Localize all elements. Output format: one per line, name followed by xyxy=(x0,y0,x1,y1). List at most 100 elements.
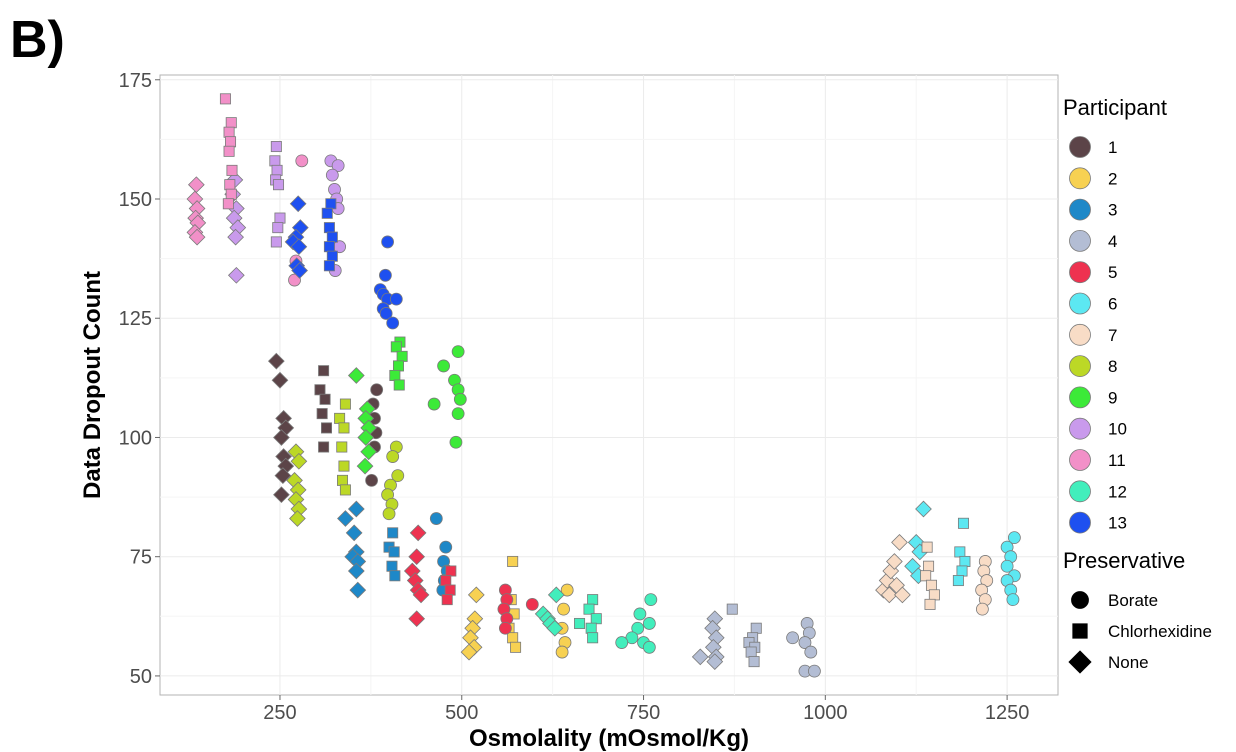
data-point-participant-1-diamond xyxy=(274,467,292,484)
data-point-participant-6-diamond xyxy=(915,500,932,518)
data-point-participant-7-square xyxy=(924,598,936,610)
data-point-participant-6-square xyxy=(954,546,966,558)
data-point-participant-4-square xyxy=(726,603,738,615)
y-tick-label: 50 xyxy=(130,666,152,688)
data-point-participant-12-circle xyxy=(631,621,645,635)
data-point-participant-12-circle xyxy=(633,607,647,621)
data-point-participant-5-square xyxy=(445,565,457,577)
data-point-participant-12-diamond xyxy=(546,619,564,637)
data-point-participant-10-square xyxy=(269,155,281,167)
data-point-participant-11-square xyxy=(224,179,236,191)
data-point-participant-12-square xyxy=(587,632,599,644)
data-point-participant-7-square xyxy=(921,541,933,553)
data-point-participant-4-square xyxy=(748,656,760,668)
data-point-participant-8-diamond xyxy=(289,510,306,527)
legend-swatch-participant-6 xyxy=(1069,292,1091,315)
legend-label-participant-11: 11 xyxy=(1108,451,1126,470)
legend-label-participant-5: 5 xyxy=(1108,263,1117,282)
data-point-participant-2-circle xyxy=(560,583,574,597)
data-point-participant-9-diamond xyxy=(357,429,375,446)
data-point-participant-11-square xyxy=(226,164,238,176)
data-point-participant-10-circle xyxy=(331,159,345,173)
data-point-participant-12-circle xyxy=(615,636,629,649)
x-axis-title: Osmolality (mOsmol/Kg) xyxy=(469,725,749,752)
data-point-participant-13-diamond xyxy=(289,195,307,213)
data-point-participant-3-square xyxy=(386,560,398,572)
data-point-participant-13-circle xyxy=(379,307,393,320)
data-point-participant-9-square xyxy=(392,360,404,372)
data-point-participant-8-circle xyxy=(391,469,405,483)
legend-label-none: None xyxy=(1108,653,1149,672)
data-point-participant-1-diamond xyxy=(267,352,285,370)
data-point-participant-11-square xyxy=(223,145,235,157)
data-point-participant-3-circle xyxy=(439,540,453,554)
data-point-participant-1-diamond xyxy=(271,371,289,389)
legend-title-participant: Participant xyxy=(1063,95,1167,120)
data-point-participant-8-square xyxy=(336,441,348,453)
data-point-participant-8-diamond xyxy=(290,452,308,470)
legend-label-participant-12: 12 xyxy=(1108,482,1127,501)
data-point-participant-10-diamond xyxy=(227,266,245,284)
axes: 250 500 750 1000 1250 50 75 100 125 150 175 xyxy=(119,70,1030,724)
data-point-participant-12-square xyxy=(585,622,597,634)
data-point-participant-13-circle xyxy=(386,316,400,330)
data-point-participant-12-circle xyxy=(644,593,658,607)
legend-swatch-participant-12 xyxy=(1069,480,1091,503)
x-tick-label: 750 xyxy=(627,702,660,724)
data-point-participant-1-square xyxy=(319,393,331,405)
data-point-participant-9-square xyxy=(390,341,402,353)
plot-panel xyxy=(159,74,1059,696)
data-point-participant-8-square xyxy=(338,460,350,472)
data-point-participant-9-square xyxy=(389,369,401,381)
x-tick-label: 250 xyxy=(263,702,296,724)
legend-label-borate: Borate xyxy=(1108,591,1158,610)
data-point-participant-4-diamond xyxy=(706,653,724,670)
data-point-participant-3-circle xyxy=(429,512,443,525)
data-point-participant-11-square xyxy=(222,198,234,210)
data-point-participant-13-square xyxy=(323,222,335,234)
data-point-participant-11-circle xyxy=(295,154,309,168)
legend-swatch-participant-11 xyxy=(1069,449,1091,471)
data-point-participant-13-square xyxy=(326,250,338,262)
data-point-participant-1-square xyxy=(318,441,330,453)
data-point-participant-10-square xyxy=(270,236,282,248)
x-tick-label: 1250 xyxy=(985,702,1030,724)
data-point-participant-5-circle xyxy=(525,597,539,611)
data-point-participant-9-circle xyxy=(453,392,467,406)
data-point-participant-12-circle xyxy=(642,640,656,654)
data-point-participant-7-diamond xyxy=(894,586,911,604)
y-tick-label: 175 xyxy=(119,70,152,92)
data-point-participant-1-square xyxy=(321,422,333,434)
data-point-participant-11-diamond xyxy=(188,228,206,246)
legend-label-chlorhexidine: Chlorhexidine xyxy=(1108,622,1212,641)
data-point-participant-4-circle xyxy=(786,631,799,645)
legend-label-participant-3: 3 xyxy=(1108,201,1117,220)
data-point-participant-4-circle xyxy=(798,636,812,649)
data-point-participant-5-diamond xyxy=(412,586,430,604)
legend-swatch-participant-3 xyxy=(1069,198,1091,221)
data-point-participant-6-square xyxy=(952,575,964,587)
data-point-participant-12-square xyxy=(574,617,586,629)
legend-title-preservative: Preservative xyxy=(1063,548,1185,573)
legend-swatch-participant-8 xyxy=(1069,355,1091,378)
data-point-participant-5-square xyxy=(444,584,456,596)
legend-swatch-participant-7 xyxy=(1069,323,1091,346)
data-point-participant-10-square xyxy=(272,222,284,234)
data-point-participant-7-circle xyxy=(975,602,989,616)
data-point-participant-9-diamond xyxy=(347,367,365,384)
data-point-participant-9-circle xyxy=(451,345,465,359)
legend-swatch-participant-13 xyxy=(1069,511,1091,534)
data-point-participant-11-square xyxy=(219,93,231,105)
data-point-participant-13-square xyxy=(323,260,335,272)
data-point-participant-8-square xyxy=(338,422,350,434)
data-point-participant-4-circle xyxy=(804,645,818,659)
data-point-participant-11-square xyxy=(225,136,237,148)
data-point-participant-11-circle xyxy=(288,273,301,287)
legend-label-participant-1: 1 xyxy=(1108,138,1117,157)
data-point-participant-8-square xyxy=(339,398,351,410)
data-point-participant-3-diamond xyxy=(347,500,365,518)
data-point-participant-11-square xyxy=(225,117,237,129)
x-tick-label: 1000 xyxy=(803,702,848,724)
data-point-participant-13-square xyxy=(323,241,335,253)
